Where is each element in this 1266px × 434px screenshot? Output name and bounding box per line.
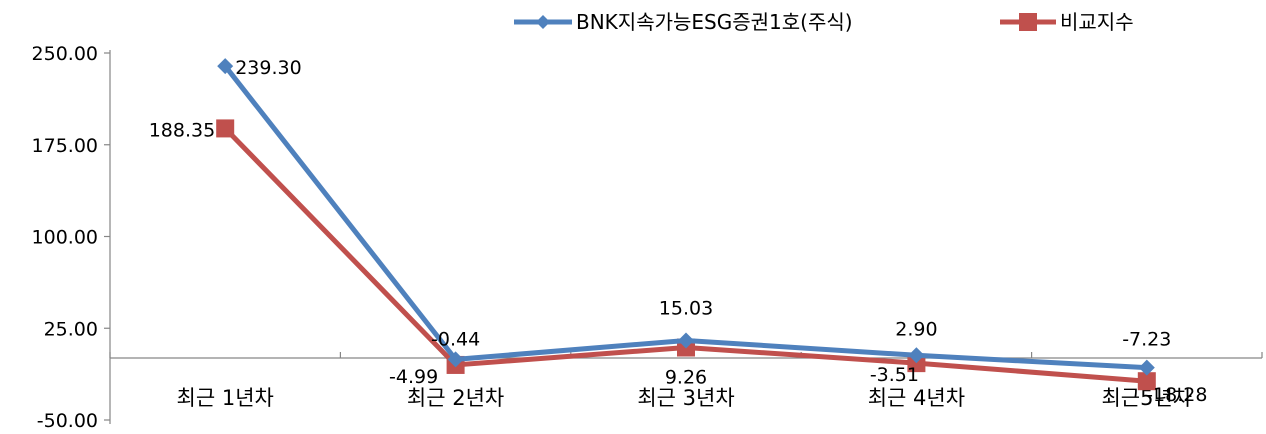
axes: 250.00 175.00 100.00 25.00 -50.00 최근 1년차 최근 2년… (32, 43, 1263, 432)
data-label: -3.51 (870, 364, 919, 386)
data-label: 2.90 (895, 318, 937, 340)
y-tick-label: 250.00 (32, 43, 98, 65)
legend-label: BNK지속가능ESG증권1호(주식) (576, 10, 853, 34)
legend-marker-square (1019, 13, 1037, 31)
series-point-square (216, 119, 235, 138)
y-tick-label: 175.00 (32, 135, 98, 157)
data-label: -4.99 (389, 366, 438, 388)
data-labels: 239.30 -0.44 15.03 2.90 -7.23 188.35 -4.99 9.26… (149, 57, 1208, 406)
series-point-diamond (908, 347, 925, 364)
x-category-label: 최근 2년차 (407, 386, 504, 410)
series-point-diamond (1138, 359, 1155, 376)
x-category-label: 최근 1년차 (177, 386, 274, 410)
series-point-diamond (447, 351, 464, 368)
y-tick-label: -50.00 (37, 410, 98, 432)
legend-marker-diamond (536, 15, 550, 29)
series-layer (216, 58, 1156, 391)
legend: BNK지속가능ESG증권1호(주식) 비교지수 (514, 10, 1134, 34)
y-tick-label: 25.00 (44, 318, 98, 340)
data-label: 9.26 (665, 367, 707, 389)
data-label: -18.28 (1146, 384, 1207, 406)
x-category-label: 최근 4년차 (868, 386, 965, 410)
data-label: 188.35 (149, 119, 215, 141)
x-category-label: 최근 3년차 (637, 386, 734, 410)
legend-label: 비교지수 (1060, 10, 1134, 34)
series-point-diamond (678, 332, 694, 349)
data-label: 15.03 (659, 297, 713, 319)
data-label: -7.23 (1122, 329, 1171, 351)
series-line (222, 63, 1150, 371)
data-label: -0.44 (431, 328, 480, 350)
data-label: 239.30 (235, 57, 301, 79)
y-tick-label: 100.00 (32, 227, 98, 249)
series-point-diamond (217, 58, 234, 75)
series-point-square (1137, 372, 1156, 391)
